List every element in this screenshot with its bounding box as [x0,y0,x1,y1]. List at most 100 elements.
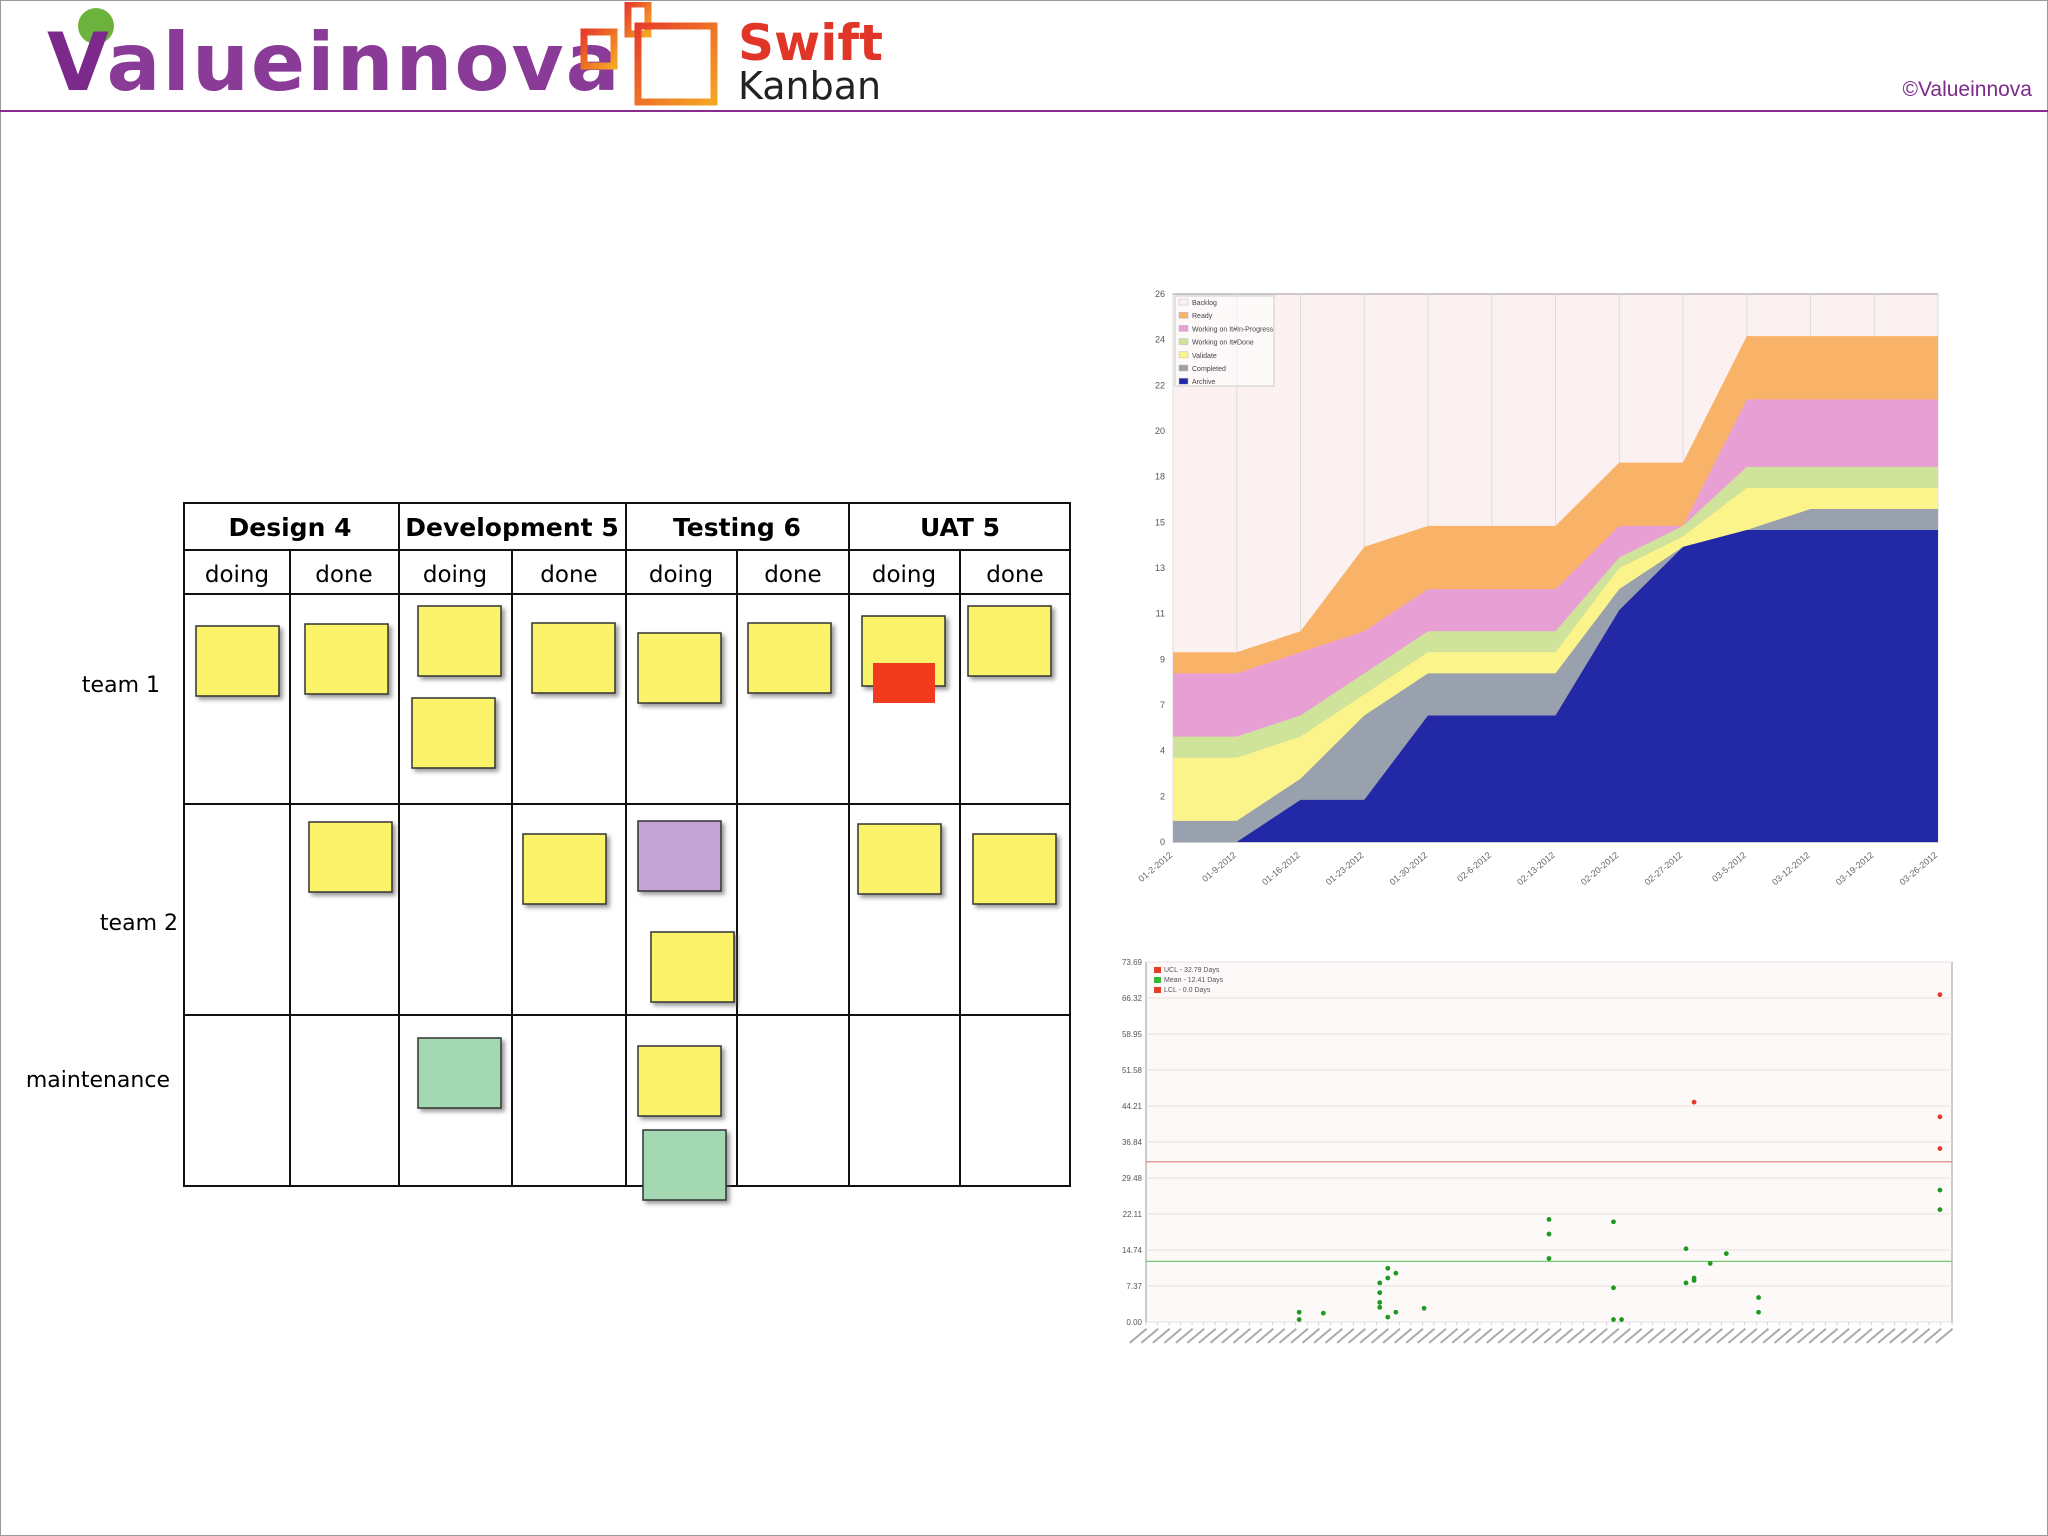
x-tick-label [1647,1328,1666,1344]
x-tick-label [1716,1328,1735,1344]
x-tick-label [1543,1328,1562,1344]
x-tick-label [1463,1328,1482,1344]
legend-swatch [1178,377,1189,385]
x-tick-label [1313,1328,1332,1344]
data-point [1385,1265,1391,1271]
data-point [1756,1295,1761,1300]
x-tick-label [1820,1328,1839,1344]
x-tick-label [1624,1327,1643,1344]
legend-swatch [1178,338,1189,345]
y-tick-label: 2 [1160,791,1165,801]
y-tick-label: 0 [1160,837,1165,847]
sticky-note [522,833,607,905]
y-tick-label: 26 [1155,289,1165,299]
x-tick-label [1393,1328,1413,1344]
legend-swatch [1178,351,1189,359]
legend-label: UCL - 32.79 Days [1164,967,1220,974]
x-tick-label: 02-20-2012 [1579,850,1621,885]
x-tick-label [1612,1327,1631,1344]
row-label-maintenance: maintenance [26,1068,170,1093]
sticky-note [650,931,735,1003]
outlier-point [1937,992,1943,998]
data-point [1611,1285,1616,1291]
x-tick-label [1566,1328,1585,1344]
sticky-note [195,625,280,697]
data-point [1707,1260,1713,1266]
x-tick-label [1900,1328,1919,1344]
x-tick-label: 03-12-2012 [1770,850,1812,885]
x-tick-label [1152,1328,1171,1344]
blocker-tag [873,663,935,703]
x-tick-label [1509,1328,1528,1344]
sticky-note [637,1045,722,1117]
y-tick-label: 18 [1155,472,1165,482]
x-tick-label [1704,1328,1723,1344]
legend-label: Mean - 12.41 Days [1164,977,1224,984]
sticky-note [972,833,1057,905]
data-point [1377,1280,1383,1286]
outlier-point [1937,1146,1943,1151]
legend-label: Working on It#Done [1192,340,1254,347]
data-point [1421,1305,1427,1311]
y-tick-label: 11 [1156,609,1165,619]
x-tick-label: 03-26-2012 [1898,850,1940,885]
legend-label: Backlog [1192,300,1217,307]
x-tick-label [1486,1328,1505,1344]
x-tick-label [1935,1328,1954,1344]
x-tick-label [1198,1328,1217,1344]
x-tick-label [1301,1328,1320,1344]
data-point [1320,1310,1326,1316]
legend-label: Archive [1192,379,1215,386]
legend-swatch [1178,364,1189,372]
x-tick-label [1497,1328,1516,1344]
x-tick-label [1359,1327,1378,1344]
y-tick-label: 73.69 [1122,958,1143,967]
x-tick-label: 03-19-2012 [1834,850,1876,885]
data-point [1377,1300,1383,1305]
x-tick-label [1762,1328,1781,1344]
x-tick-label: 01-2-2012 [1136,850,1174,884]
x-tick-label [1681,1328,1700,1344]
data-point [1756,1309,1761,1315]
y-tick-label: 20 [1155,426,1165,436]
data-point [1385,1314,1391,1320]
legend-swatch [1178,325,1189,332]
area-series [1173,530,1938,842]
x-tick-label [1140,1328,1159,1344]
y-tick-label: 0.00 [1126,1318,1142,1327]
x-tick-label [1474,1328,1493,1344]
x-tick-label [1773,1328,1793,1344]
x-tick-label [1244,1328,1263,1344]
legend-swatch [1154,987,1161,993]
sticky-note [747,622,832,694]
legend-swatch [1154,967,1161,973]
data-point [1393,1270,1399,1276]
column-title-uat: UAT 5 [920,513,1000,542]
data-point [1683,1246,1689,1252]
legend-label: Working on It#In-Progress [1192,326,1274,333]
x-tick-label [1129,1328,1148,1344]
y-tick-label: 9 [1160,654,1165,664]
legend-swatch [1178,311,1189,319]
row-label-team-1: team 1 [82,673,160,698]
person-leaf-icon [78,8,114,44]
subcol-dev-done: done [540,562,597,588]
x-tick-label [1912,1328,1931,1344]
x-tick-label: 01-16-2012 [1260,850,1302,885]
x-tick-label [1163,1327,1182,1344]
swift-kanban-logo-icon [580,2,718,106]
x-tick-label [1854,1328,1873,1344]
slide-header: Valueinnova Swift Kanban ©Valueinnova [0,0,2048,112]
y-tick-label: 66.32 [1122,994,1143,1003]
sticky-note [304,623,389,695]
sticky-note [531,622,616,694]
x-tick-label: 01-30-2012 [1388,850,1430,885]
x-tick-label [1670,1328,1689,1344]
x-tick-label [1589,1328,1608,1344]
x-tick-label: 02-13-2012 [1515,850,1557,885]
x-tick-label [1451,1328,1470,1344]
data-point [1683,1280,1689,1286]
y-tick-label: 14.74 [1122,1246,1143,1255]
data-point [1385,1275,1391,1281]
data-point [1937,1207,1943,1213]
